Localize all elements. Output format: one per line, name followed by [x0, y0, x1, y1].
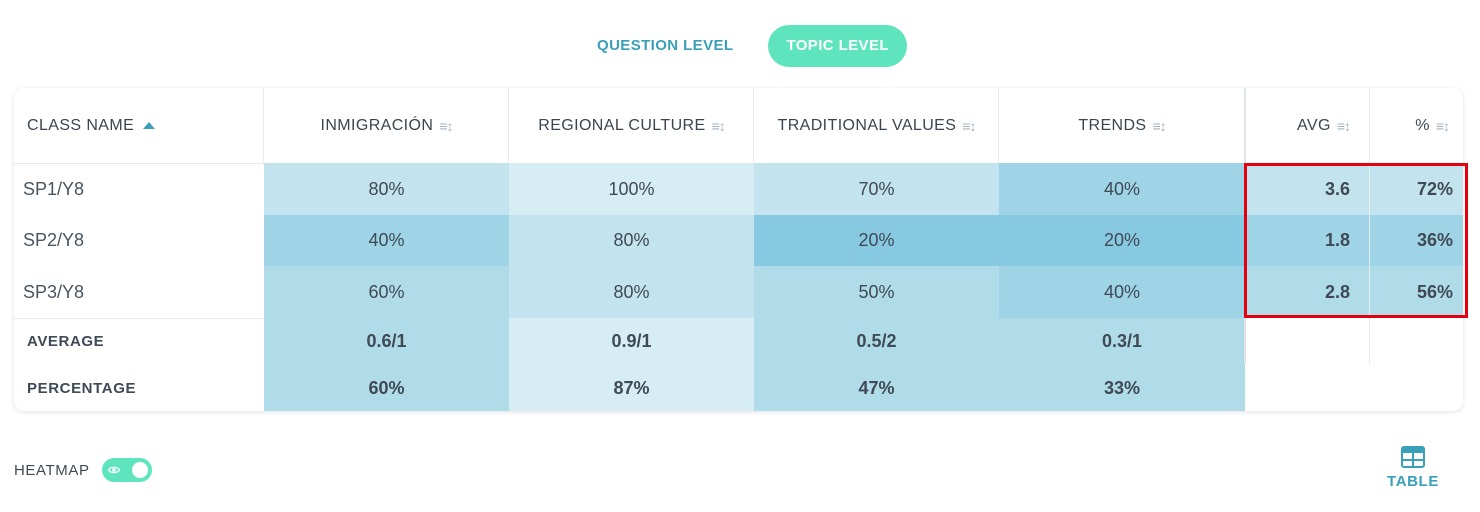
- percentage-label: PERCENTAGE: [27, 379, 137, 397]
- heatmap-control: HEATMAP: [14, 458, 152, 482]
- percent-cell: 56%: [1370, 266, 1463, 318]
- score-cell: 20%: [999, 215, 1245, 266]
- header-avg[interactable]: AVG ≡↕: [1297, 116, 1351, 134]
- footer-divider: [14, 318, 264, 319]
- table-view-label: TABLE: [1387, 473, 1439, 490]
- average-value: 0.6/1: [264, 318, 509, 365]
- percentage-value: 33%: [999, 365, 1245, 411]
- percentage-value: 47%: [754, 365, 999, 411]
- score-cell: 40%: [999, 163, 1245, 215]
- row-class-name: SP2/Y8: [23, 230, 85, 250]
- column-divider: [1369, 88, 1370, 365]
- score-cell: 40%: [999, 266, 1245, 318]
- question-level-tab[interactable]: QUESTION LEVEL: [597, 37, 734, 54]
- sort-icon: ≡↕: [711, 117, 726, 134]
- sort-icon: ≡↕: [1435, 117, 1450, 134]
- score-cell: 80%: [509, 215, 754, 266]
- average-label: AVERAGE: [27, 333, 105, 350]
- header-topic-traditional-values[interactable]: TRADITIONAL VALUES ≡↕: [777, 116, 977, 134]
- column-divider: [1244, 88, 1246, 365]
- header-topic-trends[interactable]: TRENDS ≡↕: [1078, 116, 1167, 134]
- column-divider: [998, 88, 999, 163]
- level-toggle: QUESTION LEVEL TOPIC LEVEL: [579, 25, 907, 67]
- avg-cell: 2.8: [1245, 266, 1370, 318]
- score-cell: 50%: [754, 266, 999, 318]
- header-class-name[interactable]: CLASS NAME: [14, 88, 264, 163]
- average-value: 0.5/2: [754, 318, 999, 365]
- score-cell: 80%: [509, 266, 754, 318]
- table-view-button[interactable]: TABLE: [1386, 446, 1440, 490]
- sort-icon: ≡↕: [439, 117, 453, 134]
- score-cell: 100%: [509, 163, 754, 215]
- column-divider: [508, 88, 509, 163]
- row-class-name: SP3/Y8: [23, 281, 85, 302]
- percentage-value: 60%: [264, 365, 509, 411]
- avg-cell: 3.6: [1245, 163, 1370, 215]
- eye-icon: [107, 466, 120, 474]
- percent-cell: 72%: [1370, 163, 1463, 215]
- average-value: 0.9/1: [509, 318, 754, 365]
- row-class-name: SP1/Y8: [23, 178, 85, 199]
- toggle-knob: [131, 462, 148, 478]
- score-cell: 40%: [264, 215, 509, 266]
- percentage-value: 87%: [509, 365, 754, 411]
- sort-icon: ≡↕: [1152, 117, 1167, 134]
- average-value: 0.3/1: [999, 318, 1245, 365]
- sort-ascending-icon: [143, 122, 156, 129]
- header-percent[interactable]: % ≡↕: [1415, 116, 1450, 134]
- avg-cell: 1.8: [1245, 215, 1370, 266]
- sort-icon: ≡↕: [1336, 117, 1351, 134]
- table-icon: [1401, 446, 1425, 468]
- heatmap-toggle[interactable]: [101, 458, 152, 482]
- score-cell: 60%: [264, 266, 509, 318]
- column-divider: [263, 88, 264, 163]
- sort-icon: ≡↕: [962, 117, 976, 134]
- header-topic-regional-culture[interactable]: REGIONAL CULTURE ≡↕: [538, 116, 726, 134]
- results-table: CLASS NAME INMIGRACIÓN ≡↕ REGIONAL CULTUR…: [14, 88, 1463, 411]
- header-topic-inmigracion[interactable]: INMIGRACIÓN ≡↕: [320, 116, 453, 134]
- percent-cell: 36%: [1370, 215, 1463, 266]
- score-cell: 20%: [754, 215, 999, 266]
- score-cell: 70%: [754, 163, 999, 215]
- topic-level-tab[interactable]: TOPIC LEVEL: [768, 25, 907, 67]
- column-divider: [753, 88, 754, 163]
- heatmap-label: HEATMAP: [14, 461, 90, 479]
- score-cell: 80%: [264, 163, 509, 215]
